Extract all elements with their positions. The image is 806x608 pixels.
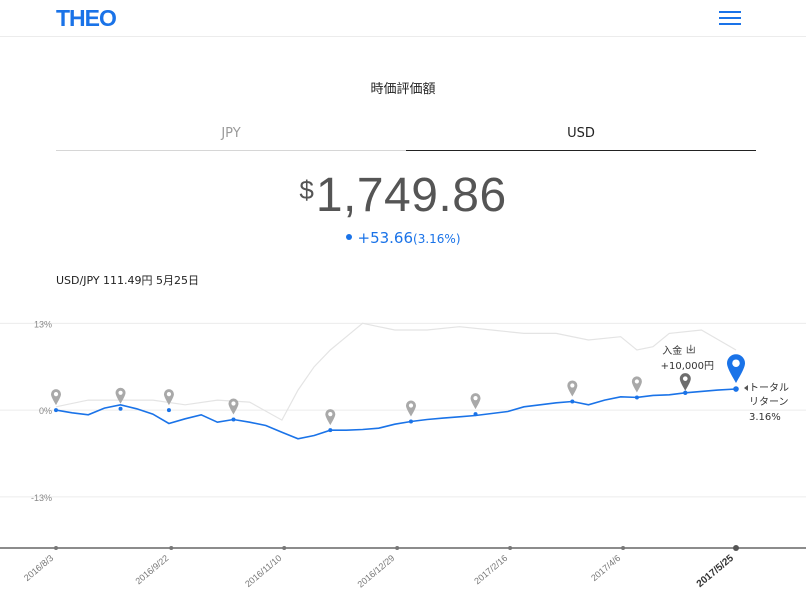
y-tick-label: -13% <box>31 493 52 503</box>
event-point <box>473 412 478 417</box>
event-point <box>408 419 413 424</box>
currency-symbol: $ <box>299 175 314 205</box>
change-dot-icon <box>345 234 352 240</box>
theo-logo[interactable]: THEO <box>56 5 117 31</box>
x-tick-label: 2016/12/29 <box>356 553 397 590</box>
x-tick <box>733 545 739 551</box>
change-amount: +53.66 <box>357 229 414 247</box>
event-pin-icon-hole <box>231 401 236 406</box>
deposit-point <box>683 390 688 395</box>
x-tick-label: 2017/4/6 <box>589 553 622 583</box>
total-return-pin-icon-hole <box>732 359 740 368</box>
event-pin-icon-hole <box>570 383 575 388</box>
event-pin-icon <box>631 376 642 393</box>
benchmark-line <box>55 322 737 421</box>
event-pin-icon-hole <box>634 379 639 384</box>
event-point <box>570 399 575 404</box>
event-pin-icon <box>163 389 174 406</box>
event-pin-icon <box>325 409 336 426</box>
event-pin-icon <box>115 387 126 404</box>
event-pin-icon-hole <box>408 403 414 408</box>
y-tick-label: 0% <box>39 406 52 416</box>
app-header: THEO <box>0 0 806 37</box>
tab-usd[interactable]: USD <box>406 126 756 151</box>
event-pin-icon <box>567 380 578 397</box>
x-tick <box>169 546 174 550</box>
event-pin-icon-hole <box>53 392 59 397</box>
x-tick <box>395 546 400 550</box>
deposit-pin-icon <box>679 373 691 391</box>
deposit-pin-icon-hole <box>682 376 688 381</box>
x-tick-label: 2017/2/16 <box>472 553 509 586</box>
x-tick-label: 2017/5/25 <box>695 553 736 590</box>
x-tick-label: 2016/11/10 <box>243 553 283 589</box>
event-point <box>634 395 639 400</box>
total-return-label: トータル <box>749 382 789 394</box>
valuation-value: 1,749.86 <box>315 169 507 222</box>
change-percent: (3.16%) <box>413 232 461 246</box>
event-pin-icon-hole <box>328 412 333 417</box>
event-pin-icon-hole <box>118 390 123 395</box>
event-point <box>166 408 171 413</box>
event-pin-icon <box>51 389 61 406</box>
event-point <box>231 417 236 422</box>
page-title: 時価評価額 <box>370 82 436 97</box>
total-return-label: リターン <box>749 396 789 408</box>
deposit-label: 入金 <box>662 344 682 357</box>
event-pin-icon <box>228 398 239 415</box>
event-point <box>54 408 58 413</box>
x-tick <box>508 546 513 550</box>
x-tick <box>54 546 58 550</box>
portfolio-line <box>55 388 737 440</box>
x-tick <box>621 546 626 550</box>
deposit-amount: +10,000円 <box>661 361 714 372</box>
event-point <box>118 406 123 411</box>
tab-jpy[interactable]: JPY <box>56 126 406 151</box>
event-pin-icon-hole <box>166 392 172 397</box>
valuation-change: +53.66(3.16%) <box>0 228 806 247</box>
y-tick-label: 13% <box>34 320 52 329</box>
total-return-arrow-icon <box>744 385 748 392</box>
performance-chart[interactable]: 13% 0% -13% 2016/8/3 2016/9/22 2016/11/10 2016… <box>0 320 806 608</box>
event-pin-icon-hole <box>473 396 478 401</box>
currency-tabs: JPY USD <box>56 126 756 151</box>
download-icon <box>686 344 695 354</box>
event-pin-icon <box>470 393 481 410</box>
event-point <box>328 428 333 433</box>
x-tick <box>282 546 287 550</box>
x-tick-label: 2016/8/3 <box>22 553 55 583</box>
fx-rate: USD/JPY 111.49円 5月25日 <box>56 274 200 287</box>
total-return-value: 3.16% <box>749 412 781 423</box>
total-return-pin-icon <box>727 354 745 384</box>
hamburger-menu-icon[interactable] <box>719 11 741 25</box>
total-return-point <box>733 386 739 392</box>
valuation-amount: $1,749.86 <box>0 168 806 223</box>
event-pin-icon <box>405 400 416 417</box>
x-tick-label: 2016/9/22 <box>133 553 170 586</box>
